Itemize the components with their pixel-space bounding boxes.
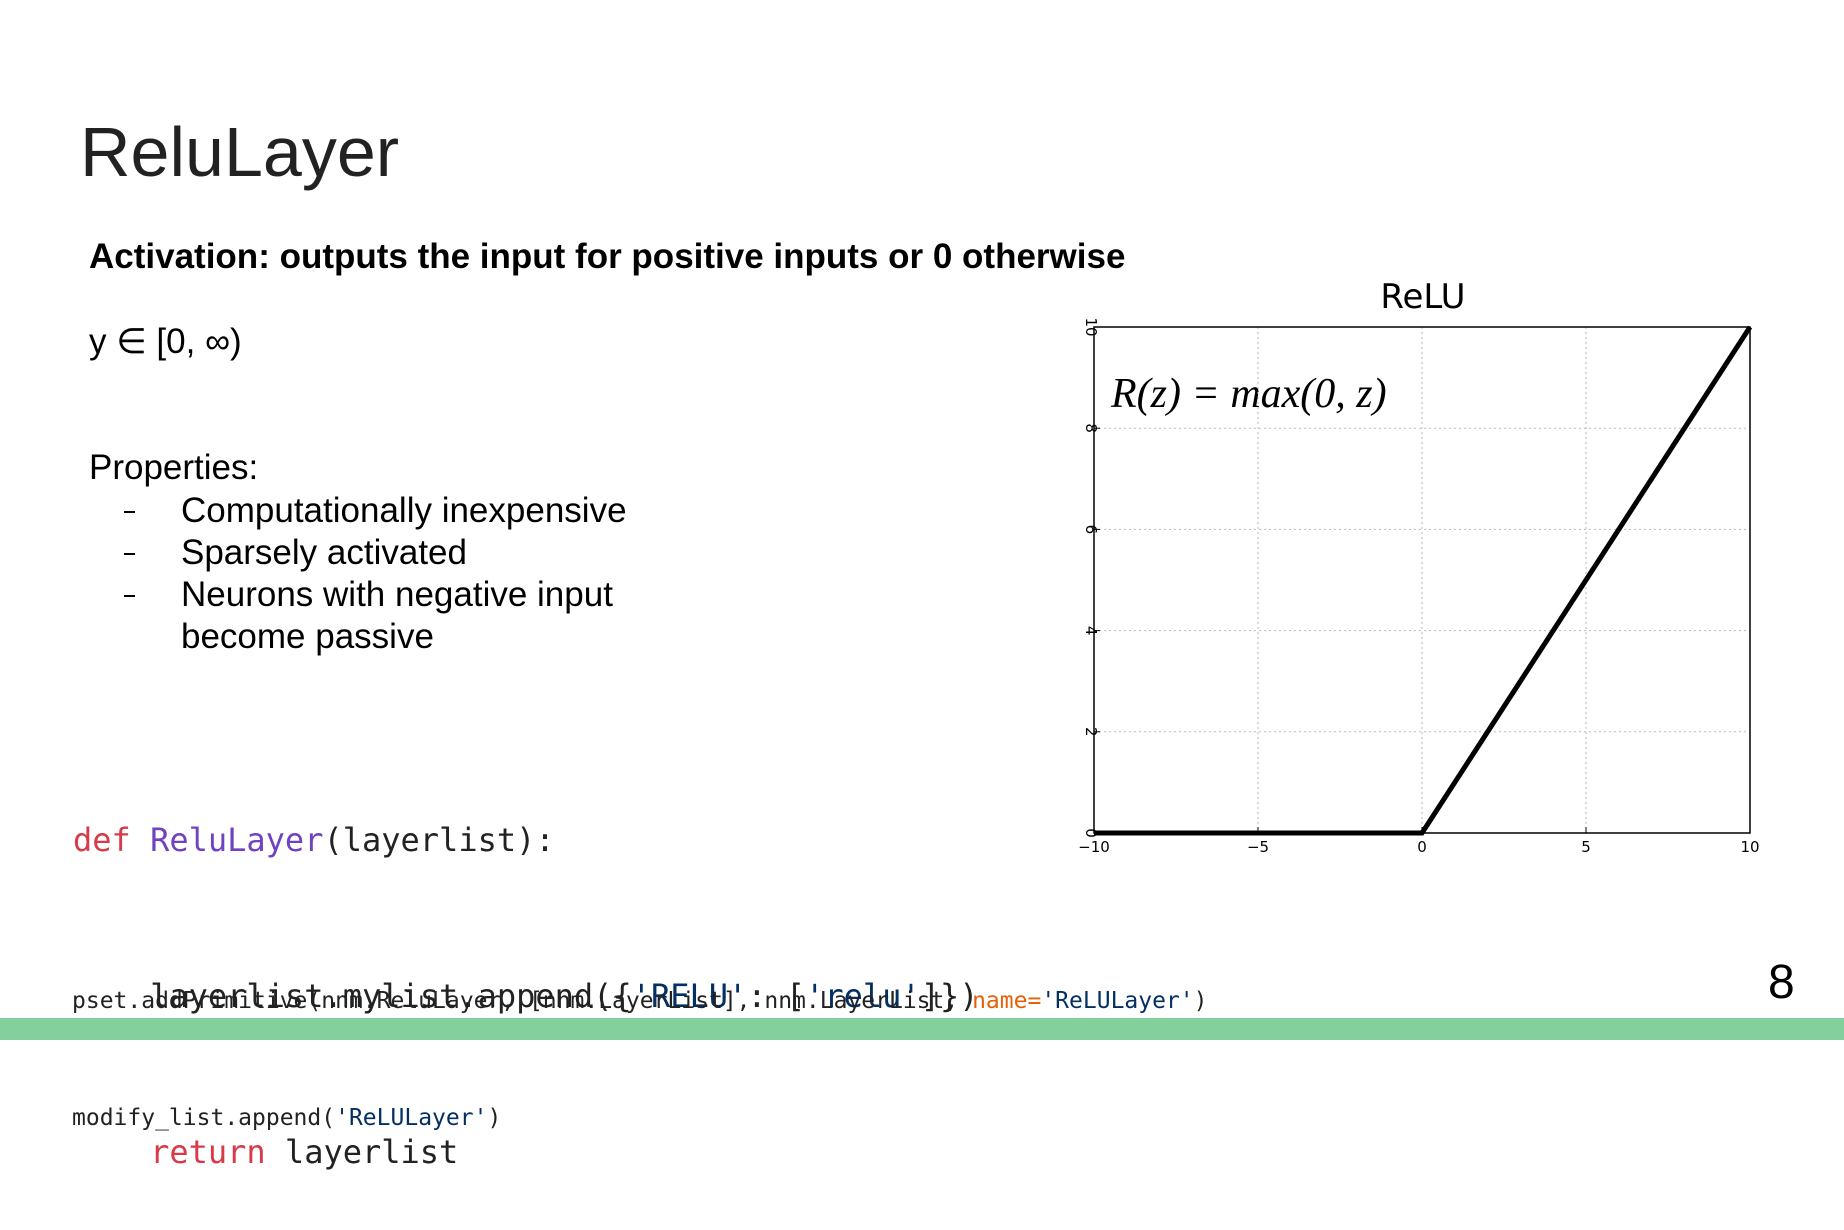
- properties-heading: Properties:: [89, 448, 259, 487]
- y-tick-label: 6: [1082, 525, 1100, 535]
- code-line: modify_list.append('ReLULayer'): [72, 1099, 1208, 1138]
- page-number: 8: [1768, 956, 1795, 1009]
- code-line: pset.addPrimitive(nnm.ReluLayer, [nnm.La…: [72, 982, 1208, 1021]
- y-tick-label: 4: [1082, 626, 1100, 636]
- x-tick-label: 5: [1581, 838, 1591, 856]
- code-token: 'ReLULayer': [1041, 988, 1194, 1014]
- y-tick-label: 0: [1082, 828, 1100, 838]
- x-tick-label: −5: [1247, 838, 1269, 856]
- code-token: def: [73, 821, 131, 859]
- code-token: (layerlist):: [323, 821, 555, 859]
- code-token: name=: [972, 988, 1042, 1014]
- code-token: ]}): [920, 977, 979, 1015]
- property-text: Sparsely activated: [181, 533, 467, 572]
- bullet: [124, 511, 135, 513]
- code-token: : [: [747, 977, 806, 1015]
- subtitle: Activation: outputs the input for positi…: [89, 237, 1126, 276]
- chart-title: ReLU: [1380, 277, 1465, 317]
- code-line: def ReluLayer(layerlist):: [73, 814, 978, 866]
- slide: ReluLayer Activation: outputs the input …: [0, 113, 1844, 1171]
- x-tick-label: 10: [1740, 838, 1759, 856]
- property: Sparsely activated: [120, 532, 661, 574]
- code-line: layerlist.mylist.append({'RELU': ['relu'…: [73, 970, 978, 1022]
- annotation: R(z) = max(0, z): [1110, 371, 1387, 417]
- bullet: [124, 595, 135, 597]
- property: Computationally inexpensive: [120, 490, 661, 532]
- slide-title: ReluLayer: [80, 113, 400, 191]
- code-token: ReluLayer: [150, 821, 324, 859]
- properties-list: Computationally inexpensive Sparsely act…: [120, 490, 661, 658]
- x-tick-label: −10: [1078, 838, 1110, 856]
- x-tick-label: 0: [1417, 838, 1427, 856]
- code-token: ): [1193, 988, 1208, 1014]
- bullet: [124, 553, 135, 555]
- code-token: 'relu': [805, 977, 921, 1015]
- chart: ReLU R(z) = max(0, z) −10 −5 0 5 10 0 2 4 6 8 10: [1078, 277, 1759, 856]
- code-token: layerlist.mylist.append({: [73, 977, 632, 1015]
- footer-bar: [0, 1018, 1844, 1040]
- property: Neurons with negative input become passi…: [120, 574, 661, 658]
- y-tick-label: 10: [1082, 317, 1100, 336]
- property-text: Neurons with negative input become passi…: [181, 575, 613, 656]
- code-token: 'RELU': [631, 977, 748, 1015]
- y-tick-label: 2: [1082, 727, 1100, 737]
- data-line: [1094, 325, 1753, 836]
- output-range: y ∈ [0, ∞): [89, 322, 242, 361]
- code-token: ): [487, 1105, 502, 1131]
- code-token: modify_list.append(: [72, 1105, 336, 1131]
- y-tick-label: 8: [1082, 423, 1100, 433]
- code-token: 'ReLULayer': [335, 1105, 488, 1131]
- code-token: pset.addPrimitive(nnm.ReluLayer, [nnm.La…: [72, 988, 973, 1014]
- property-text: Computationally inexpensive: [181, 491, 627, 530]
